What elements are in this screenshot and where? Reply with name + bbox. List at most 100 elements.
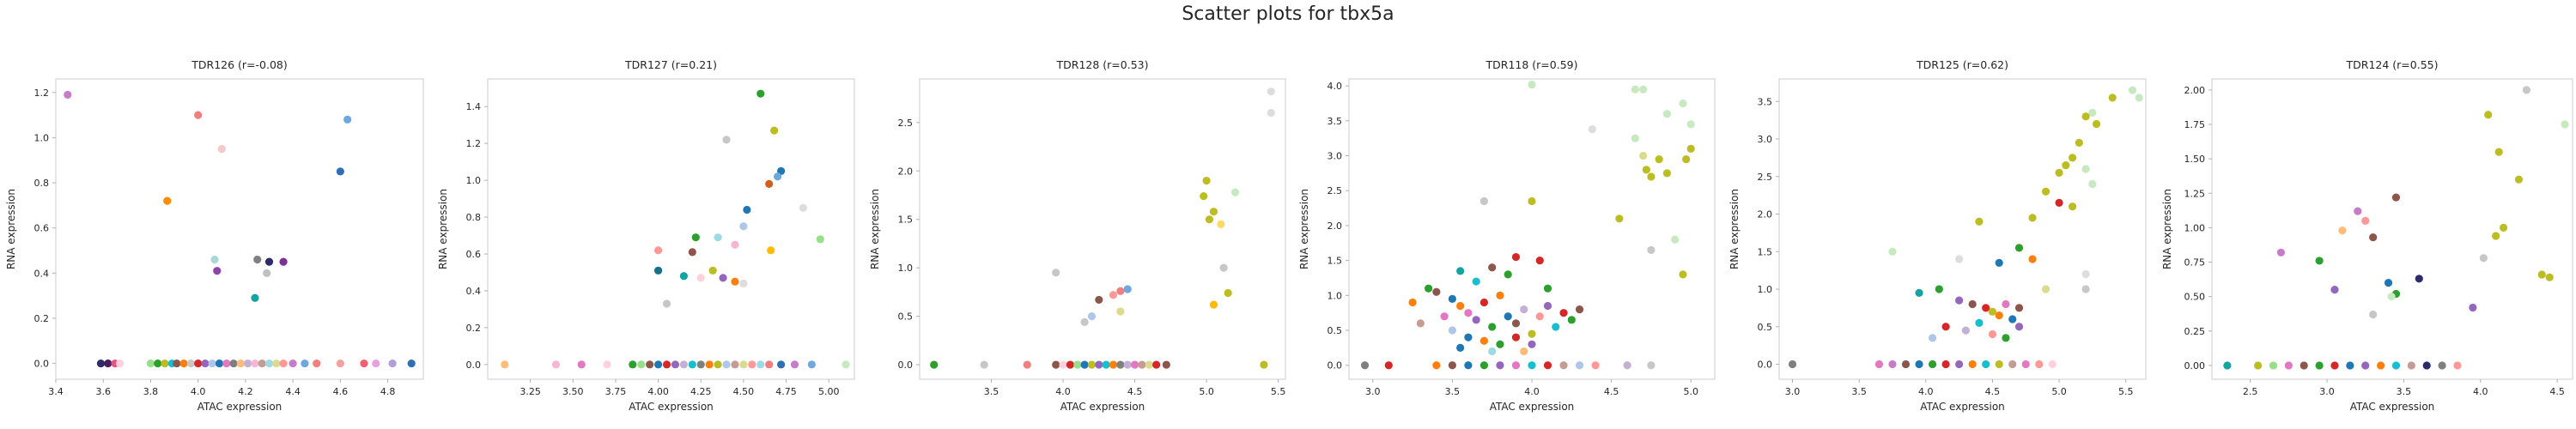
scatter-point [1073, 360, 1082, 369]
scatter-panel: TDR126 (r=-0.08) 3.4 3.6 3.8 4.0 4.2 4.4 4.6 4.8… [5, 58, 424, 413]
scatter-point [1982, 304, 1990, 312]
scatter-point [1472, 277, 1480, 286]
scatter-point [1988, 307, 1997, 316]
scatter-point [1087, 312, 1097, 321]
scatter-point [279, 359, 288, 368]
scatter-point [2008, 315, 2017, 323]
scatter-point [2088, 179, 2097, 189]
scatter-point [662, 299, 671, 308]
x-tick-label: 5.00 [818, 386, 840, 397]
scatter-panel: TDR125 (r=0.62) 3.0 3.5 4.0 4.5 5.0 5.5 0.0 0.5 1… [1728, 58, 2147, 413]
x-tick-label: 3.0 [2319, 386, 2335, 397]
scatter-point [1671, 235, 1680, 244]
x-tick-label: 3.5 [2397, 386, 2412, 397]
scatter-point [1647, 361, 1656, 370]
scatter-point [1511, 252, 1521, 262]
scatter-point [213, 267, 222, 275]
scatter-point [1968, 360, 1977, 369]
x-tick-label: 3.5 [984, 386, 999, 397]
plot-frame [55, 78, 424, 380]
scatter-panel: TDR127 (r=0.21) 3.25 3.50 3.75 4.00 4.25 4.50 4… [437, 58, 855, 413]
scatter-point [146, 359, 155, 368]
scatter-point [1642, 166, 1650, 174]
scatter-point [654, 360, 663, 369]
x-tick-label: 4.5 [1127, 386, 1143, 397]
scatter-point [2492, 232, 2500, 240]
x-tick-label: 4.0 [1055, 386, 1071, 397]
scatter-point [2361, 361, 2370, 370]
scatter-point [2041, 285, 2050, 293]
x-tick-label: 4.5 [1604, 386, 1619, 397]
y-tick-label: 0.5 [1327, 325, 1343, 336]
scatter-point [1567, 316, 1576, 324]
scatter-point [708, 266, 717, 275]
y-tick-label: 3.5 [1758, 96, 1773, 107]
scatter-point [1440, 312, 1449, 321]
scatter-point [1682, 155, 1691, 164]
y-tick-label: 2.5 [898, 118, 914, 129]
scatter-point [748, 360, 756, 369]
y-tick-label: 1.2 [466, 138, 482, 149]
y-tick-label: 3.0 [1758, 134, 1773, 145]
scatter-point [2135, 94, 2143, 102]
y-tick-label: 2.00 [2184, 85, 2206, 96]
scatter-point [1615, 214, 1624, 223]
scatter-point [743, 205, 751, 214]
scatter-point [2354, 207, 2362, 215]
scatter-point [1456, 301, 1465, 311]
scatter-point [980, 360, 988, 369]
scatter-point [2028, 214, 2037, 222]
scatter-point [2376, 361, 2385, 370]
scatter-point [1209, 300, 1218, 309]
scatter-point [1456, 343, 1465, 352]
scatter-point [1788, 360, 1797, 369]
scatter-point [1230, 188, 1240, 196]
y-tick-label: 0.0 [898, 360, 914, 371]
scatter-point [2108, 94, 2117, 102]
scatter-point [2494, 148, 2503, 156]
scatter-point [1961, 326, 1970, 335]
scatter-point [1955, 296, 1964, 305]
y-tick-label: 0.2 [466, 323, 482, 334]
x-axis-label: ATAC expression [1060, 401, 1145, 413]
y-tick-label: 0.6 [466, 249, 482, 260]
scatter-point [2514, 175, 2524, 184]
scatter-point [1982, 360, 1990, 369]
y-tick-label: 0.50 [2184, 292, 2206, 303]
scatter-point [2391, 193, 2401, 202]
scatter-point [1941, 323, 1950, 331]
scatter-point [2361, 216, 2370, 225]
scatter-point [1023, 360, 1031, 369]
y-tick-label: 0.2 [34, 313, 50, 324]
scatter-point [671, 360, 680, 369]
scatter-point [1260, 360, 1268, 369]
scatter-point [1995, 258, 2003, 267]
x-tick-label: 3.25 [519, 386, 541, 397]
scatter-point [2269, 361, 2278, 370]
y-tick-label: 1.25 [2184, 188, 2206, 199]
scatter-point [646, 360, 654, 369]
x-tick-label: 4.25 [690, 386, 712, 397]
panel-title: TDR126 (r=-0.08) [191, 58, 288, 71]
scatter-point [104, 359, 112, 368]
scatter-point [1511, 361, 1521, 370]
scatter-point [777, 360, 786, 369]
y-axis-label: RNA expression [1298, 189, 1310, 269]
scatter-point [343, 115, 352, 124]
scatter-point [731, 360, 739, 369]
scatter-point [705, 360, 714, 369]
x-tick-label: 2.5 [2243, 386, 2258, 397]
panel-title: TDR125 (r=0.62) [1916, 58, 2008, 71]
scatter-point [186, 359, 195, 368]
scatter-point [1504, 270, 1512, 279]
scatter-point [2055, 168, 2063, 177]
scatter-point [1116, 360, 1125, 369]
scatter-point [1087, 360, 1097, 369]
plot-frame [2211, 78, 2573, 380]
y-tick-label: 3.0 [1327, 151, 1343, 162]
scatter-point [1202, 176, 1211, 185]
scatter-point [2284, 361, 2293, 370]
panel-title: TDR118 (r=0.59) [1485, 58, 1578, 71]
x-tick-label: 4.0 [191, 386, 206, 397]
scatter-point [1535, 257, 1544, 265]
